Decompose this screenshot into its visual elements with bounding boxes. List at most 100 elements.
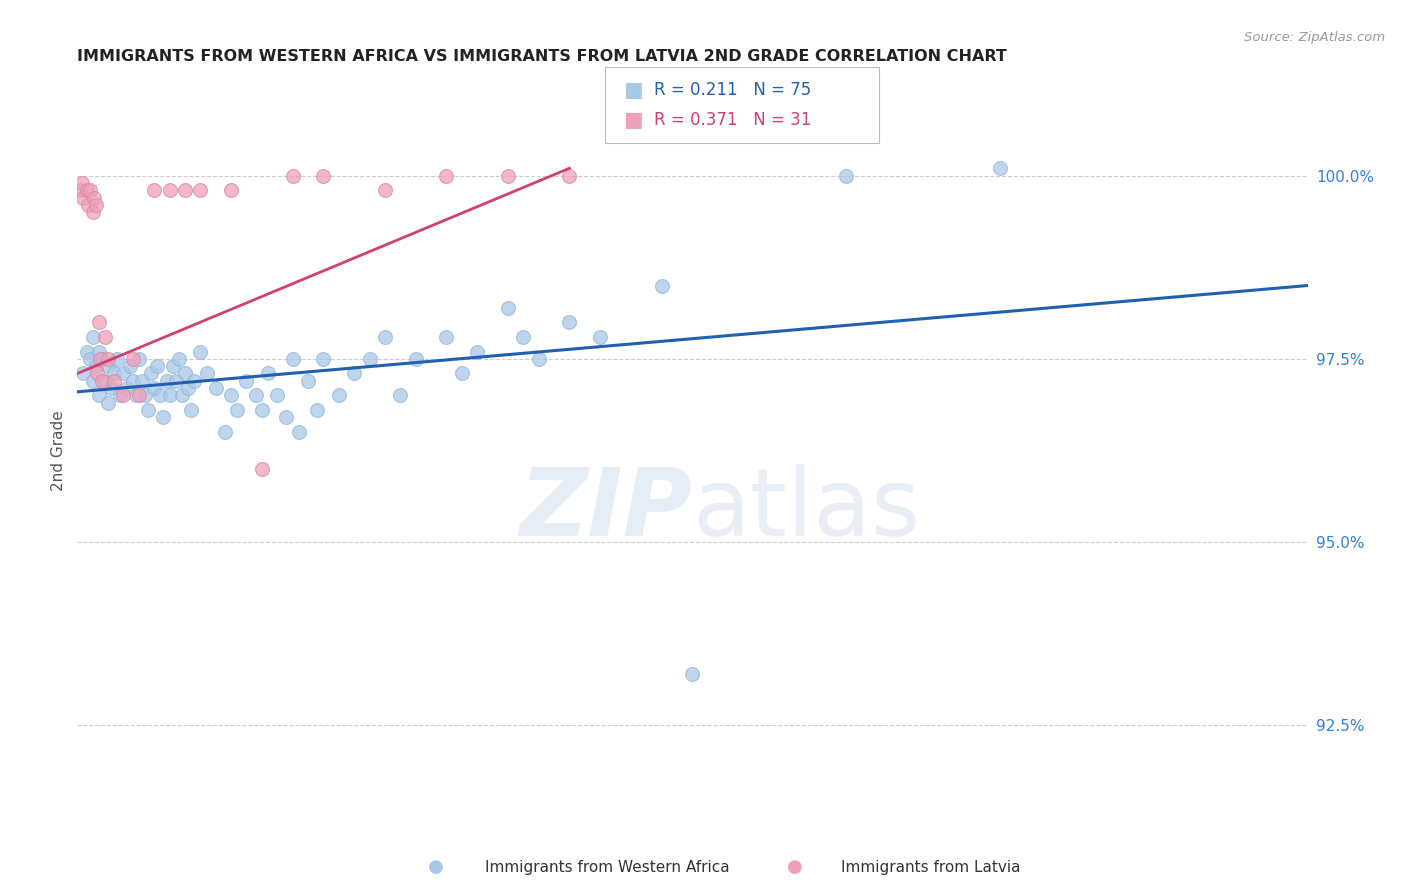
Point xyxy=(589,330,612,344)
Point xyxy=(118,359,141,373)
Point xyxy=(83,190,105,204)
Point xyxy=(177,381,200,395)
Point xyxy=(343,367,366,381)
Point xyxy=(134,388,156,402)
Point xyxy=(79,351,101,366)
Point xyxy=(84,359,107,373)
Point xyxy=(121,351,143,366)
Text: Immigrants from Latvia: Immigrants from Latvia xyxy=(841,860,1021,874)
Point xyxy=(235,374,257,388)
Point xyxy=(87,344,110,359)
Point xyxy=(87,315,110,329)
Point xyxy=(72,190,94,204)
Point xyxy=(105,351,128,366)
Text: Immigrants from Western Africa: Immigrants from Western Africa xyxy=(485,860,730,874)
Text: R = 0.211   N = 75: R = 0.211 N = 75 xyxy=(654,81,811,99)
Point xyxy=(165,374,187,388)
Point xyxy=(496,169,519,183)
Point xyxy=(149,388,172,402)
Point xyxy=(97,396,120,410)
Point xyxy=(77,198,100,212)
Point xyxy=(682,667,704,681)
Point xyxy=(436,169,458,183)
Point xyxy=(174,367,197,381)
Point xyxy=(121,374,143,388)
Point xyxy=(651,278,673,293)
Point xyxy=(136,403,159,417)
Point xyxy=(170,388,193,402)
Point xyxy=(128,388,150,402)
Point xyxy=(183,374,205,388)
Point xyxy=(558,169,581,183)
Point xyxy=(219,388,242,402)
Text: ZIP: ZIP xyxy=(520,464,693,556)
Point xyxy=(174,183,197,197)
Point xyxy=(288,425,311,439)
Point xyxy=(328,388,350,402)
Point xyxy=(70,176,93,190)
Point xyxy=(250,462,273,476)
Point xyxy=(76,344,98,359)
Point xyxy=(110,388,132,402)
Point xyxy=(84,198,107,212)
Point xyxy=(152,410,174,425)
Point xyxy=(214,425,236,439)
Point xyxy=(245,388,267,402)
Text: ●: ● xyxy=(786,858,803,876)
Text: ●: ● xyxy=(427,858,444,876)
Text: R = 0.371   N = 31: R = 0.371 N = 31 xyxy=(654,111,811,128)
Point xyxy=(204,381,226,395)
Point xyxy=(496,301,519,315)
Point xyxy=(195,367,218,381)
Point xyxy=(143,183,166,197)
Point xyxy=(436,330,458,344)
Point xyxy=(188,183,212,197)
Point xyxy=(281,169,304,183)
Point xyxy=(94,330,117,344)
Point xyxy=(115,381,138,395)
Point xyxy=(90,351,114,366)
Point xyxy=(307,403,329,417)
Point xyxy=(103,374,125,388)
Point xyxy=(527,351,550,366)
Point xyxy=(250,403,273,417)
Point xyxy=(112,388,135,402)
Point xyxy=(86,367,108,381)
Point xyxy=(159,388,181,402)
Point xyxy=(835,169,858,183)
Point xyxy=(82,330,104,344)
Point xyxy=(558,315,581,329)
Point xyxy=(374,183,396,197)
Point xyxy=(97,351,120,366)
Point xyxy=(450,367,472,381)
Point xyxy=(89,351,111,366)
Point xyxy=(146,359,169,373)
Point xyxy=(94,374,117,388)
Point xyxy=(405,351,427,366)
Point xyxy=(512,330,534,344)
Point xyxy=(128,351,150,366)
Point xyxy=(359,351,381,366)
Point xyxy=(82,205,104,219)
Point xyxy=(312,351,335,366)
Point xyxy=(141,367,163,381)
Point xyxy=(180,403,202,417)
Point xyxy=(162,359,184,373)
Point xyxy=(312,169,335,183)
Point xyxy=(90,374,114,388)
Point xyxy=(988,161,1011,176)
Text: Source: ZipAtlas.com: Source: ZipAtlas.com xyxy=(1244,31,1385,45)
Point xyxy=(82,374,104,388)
Point xyxy=(266,388,288,402)
Point xyxy=(159,183,181,197)
Point xyxy=(276,410,298,425)
Point xyxy=(143,381,166,395)
Text: ■: ■ xyxy=(623,110,643,129)
Point xyxy=(297,374,319,388)
Point xyxy=(389,388,412,402)
Text: ■: ■ xyxy=(623,80,643,100)
Point xyxy=(79,183,101,197)
Point xyxy=(226,403,249,417)
Point xyxy=(374,330,396,344)
Point xyxy=(155,374,177,388)
